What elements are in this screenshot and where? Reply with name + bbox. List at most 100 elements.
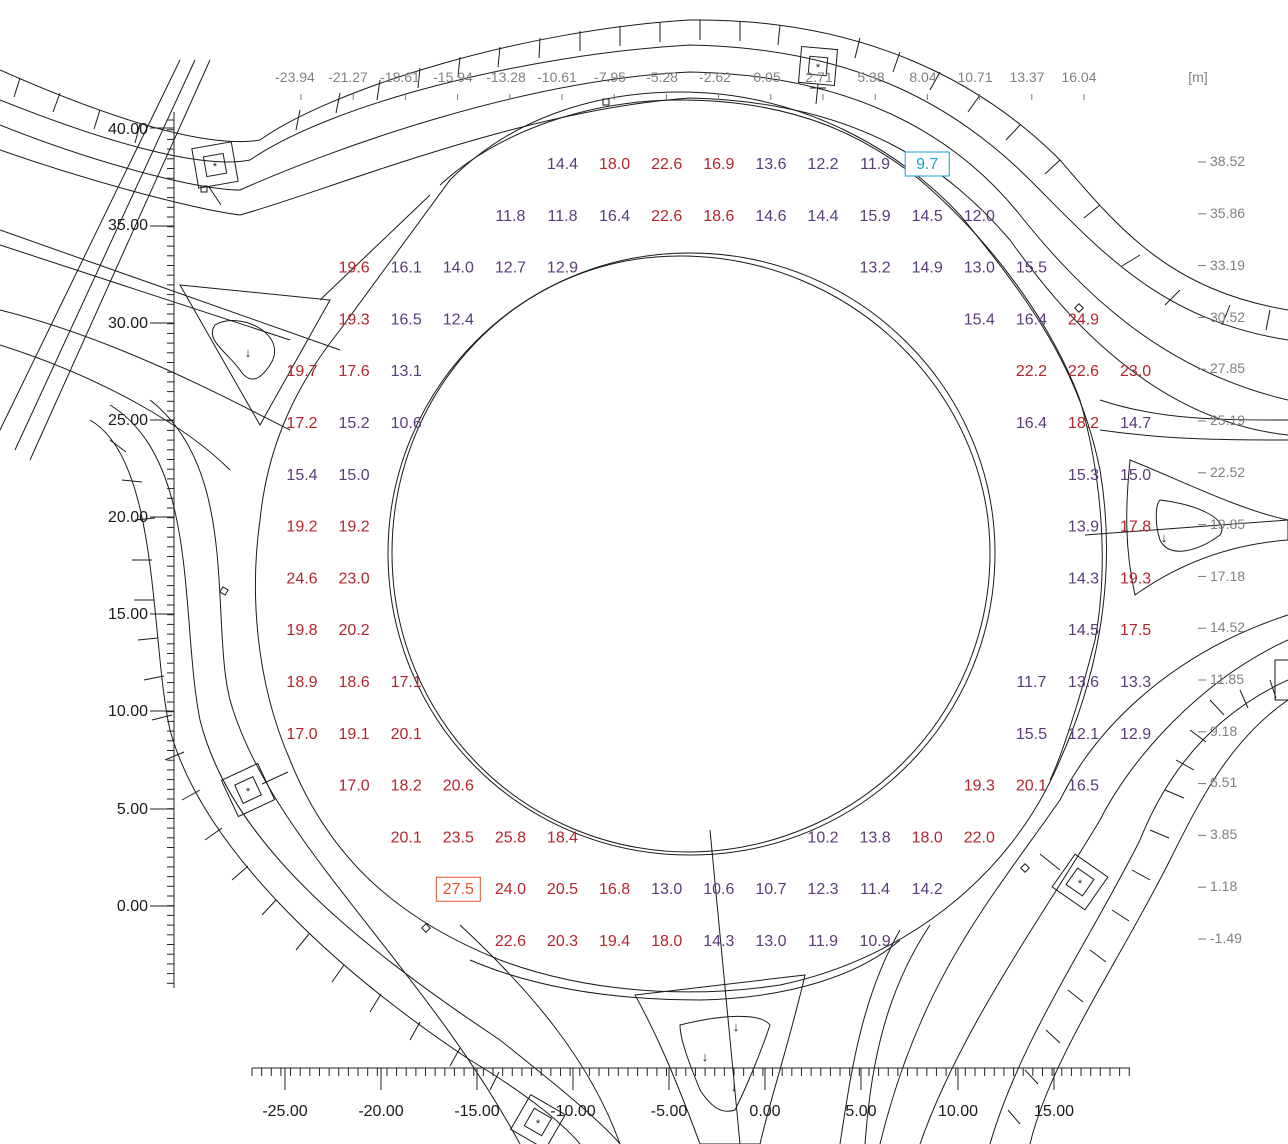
- illuminance-value: 15.4: [964, 311, 995, 328]
- bottom-axis-label: -25.00: [262, 1103, 307, 1120]
- luminaire-symbol: [1039, 853, 1109, 911]
- right-scale-label: 25.19: [1210, 412, 1245, 428]
- illuminance-value: 18.9: [286, 674, 317, 691]
- illuminance-value: 16.5: [1068, 778, 1099, 795]
- central-island: [387, 252, 996, 856]
- illuminance-value: 18.6: [339, 674, 370, 691]
- splitter-island-bottom-inner: [679, 1015, 771, 1112]
- max-value-box: [435, 876, 481, 902]
- illuminance-value: 15.5: [1016, 260, 1047, 277]
- top-scale-label: 16.04: [1061, 69, 1096, 85]
- illuminance-value: 14.9: [912, 260, 943, 277]
- illuminance-value: 14.2: [912, 881, 943, 898]
- right-scale-label: 30.52: [1210, 309, 1245, 325]
- illuminance-value: 17.1: [391, 674, 422, 691]
- arrow-down-icon: ↓: [733, 1019, 740, 1034]
- right-scale-label: 35.86: [1210, 205, 1245, 221]
- illuminance-value: 16.1: [391, 260, 422, 277]
- star-icon: *: [213, 161, 218, 173]
- unit-label: [m]: [1188, 69, 1207, 85]
- road-left-lower: [89, 419, 581, 1144]
- road-left-diag-5: [0, 244, 291, 341]
- bottom-axis-label: 5.00: [845, 1103, 876, 1120]
- illuminance-value: 12.4: [443, 311, 474, 328]
- right-scale-label: 9.18: [1210, 723, 1237, 739]
- pole-marker: [1074, 303, 1084, 313]
- right-scale-label: 22.52: [1210, 464, 1245, 480]
- right-scale-label: 3.85: [1210, 826, 1237, 842]
- luminaire-symbol: [220, 762, 289, 818]
- illuminance-value: 14.5: [912, 208, 943, 225]
- illuminance-value: 11.8: [548, 208, 578, 225]
- illuminance-value: 14.0: [443, 260, 474, 277]
- illuminance-value: 19.7: [286, 363, 317, 380]
- illuminance-value: 17.0: [339, 778, 370, 795]
- bottom-axis: [251, 1067, 1130, 1090]
- arrow-down-icon: ↓: [702, 1049, 709, 1064]
- illuminance-value: 19.8: [286, 622, 317, 639]
- illuminance-value: 20.6: [443, 778, 474, 795]
- top-scale-label: -13.28: [486, 69, 526, 85]
- illuminance-value: 20.1: [391, 726, 422, 743]
- direction-arrows: ↓ ↓ ↓ ↓ ↓ * * * * *: [213, 62, 1167, 1130]
- illuminance-value: 20.5: [547, 881, 578, 898]
- illuminance-value: 14.3: [703, 933, 734, 950]
- illuminance-value: 16.4: [1016, 415, 1047, 432]
- illuminance-value: 18.0: [912, 829, 943, 846]
- left-axis-label: 35.00: [108, 217, 148, 234]
- road-top-lane: [0, 71, 1288, 401]
- top-scale-label: -21.27: [328, 69, 368, 85]
- min-illuminance-value: 9.7: [916, 156, 938, 173]
- illuminance-value: 19.1: [339, 726, 370, 743]
- right-scale-label: 27.85: [1210, 360, 1245, 376]
- right-scale-label: 6.51: [1210, 774, 1237, 790]
- illuminance-value: 17.6: [339, 363, 370, 380]
- road-drawing: [0, 19, 1288, 1144]
- road-left-lower-2: [109, 404, 621, 1144]
- top-scale-label: 10.71: [957, 69, 992, 85]
- illuminance-value: 24.0: [495, 881, 526, 898]
- curb-ticks-top: [13, 20, 1271, 331]
- road-right-lower-2: [919, 639, 1288, 1144]
- illuminance-value: 12.0: [964, 208, 995, 225]
- illuminance-value: 22.6: [495, 933, 526, 950]
- illuminance-value: 23.0: [339, 570, 370, 587]
- illuminance-value-grid: 14.4 18.0 22.6 16.9 13.6 12.2 11.9 9.7 11.8 11.8 1…: [286, 151, 1151, 950]
- illuminance-value: 19.6: [339, 260, 370, 277]
- top-scale-label: -10.61: [537, 69, 577, 85]
- right-scale-label: -1.49: [1210, 930, 1242, 946]
- right-scale: 38.52 35.86 33.19 30.52 27.85 25.19 22.5…: [1210, 153, 1245, 946]
- illuminance-value: 16.4: [599, 208, 630, 225]
- road-bottom-left: [459, 924, 621, 1144]
- top-scale-label: -15.94: [433, 69, 473, 85]
- road-left-entry-2: [0, 344, 231, 471]
- top-scale-label: -23.94: [275, 69, 315, 85]
- illuminance-value: 14.4: [547, 156, 578, 173]
- luminaire-symbol: [797, 45, 839, 105]
- top-scale-label: 0.05: [753, 69, 780, 85]
- top-scale-label: -5.28: [646, 69, 678, 85]
- illuminance-value: 18.2: [1068, 415, 1099, 432]
- illuminance-value: 24.6: [286, 570, 317, 587]
- illuminance-value: 22.6: [651, 156, 682, 173]
- star-icon: *: [246, 786, 251, 798]
- illuminance-value: 16.5: [391, 311, 422, 328]
- ring-carriageway-inner: [439, 99, 1103, 781]
- pole-marker: [602, 98, 610, 106]
- illuminance-value: 14.5: [1068, 622, 1099, 639]
- illuminance-value: 10.2: [807, 829, 838, 846]
- left-axis-label: 20.00: [108, 509, 148, 526]
- illuminance-value: 20.1: [391, 829, 422, 846]
- arrow-down-icon: ↓: [1161, 530, 1168, 545]
- road-top-outer: [0, 19, 1288, 311]
- illuminance-value: 22.2: [1016, 363, 1047, 380]
- illuminance-value: 23.0: [1120, 363, 1151, 380]
- bottom-axis-labels: -25.00 -20.00 -15.00 -10.00 -5.00 0.00 5…: [262, 1103, 1074, 1120]
- illuminance-value: 13.6: [1068, 674, 1099, 691]
- road-top-lane-2: [0, 97, 1288, 436]
- pole-marker: [1020, 863, 1030, 873]
- illuminance-value: 15.3: [1068, 467, 1099, 484]
- curb-ticks-left: [109, 439, 500, 1091]
- illuminance-value: 11.9: [808, 933, 838, 950]
